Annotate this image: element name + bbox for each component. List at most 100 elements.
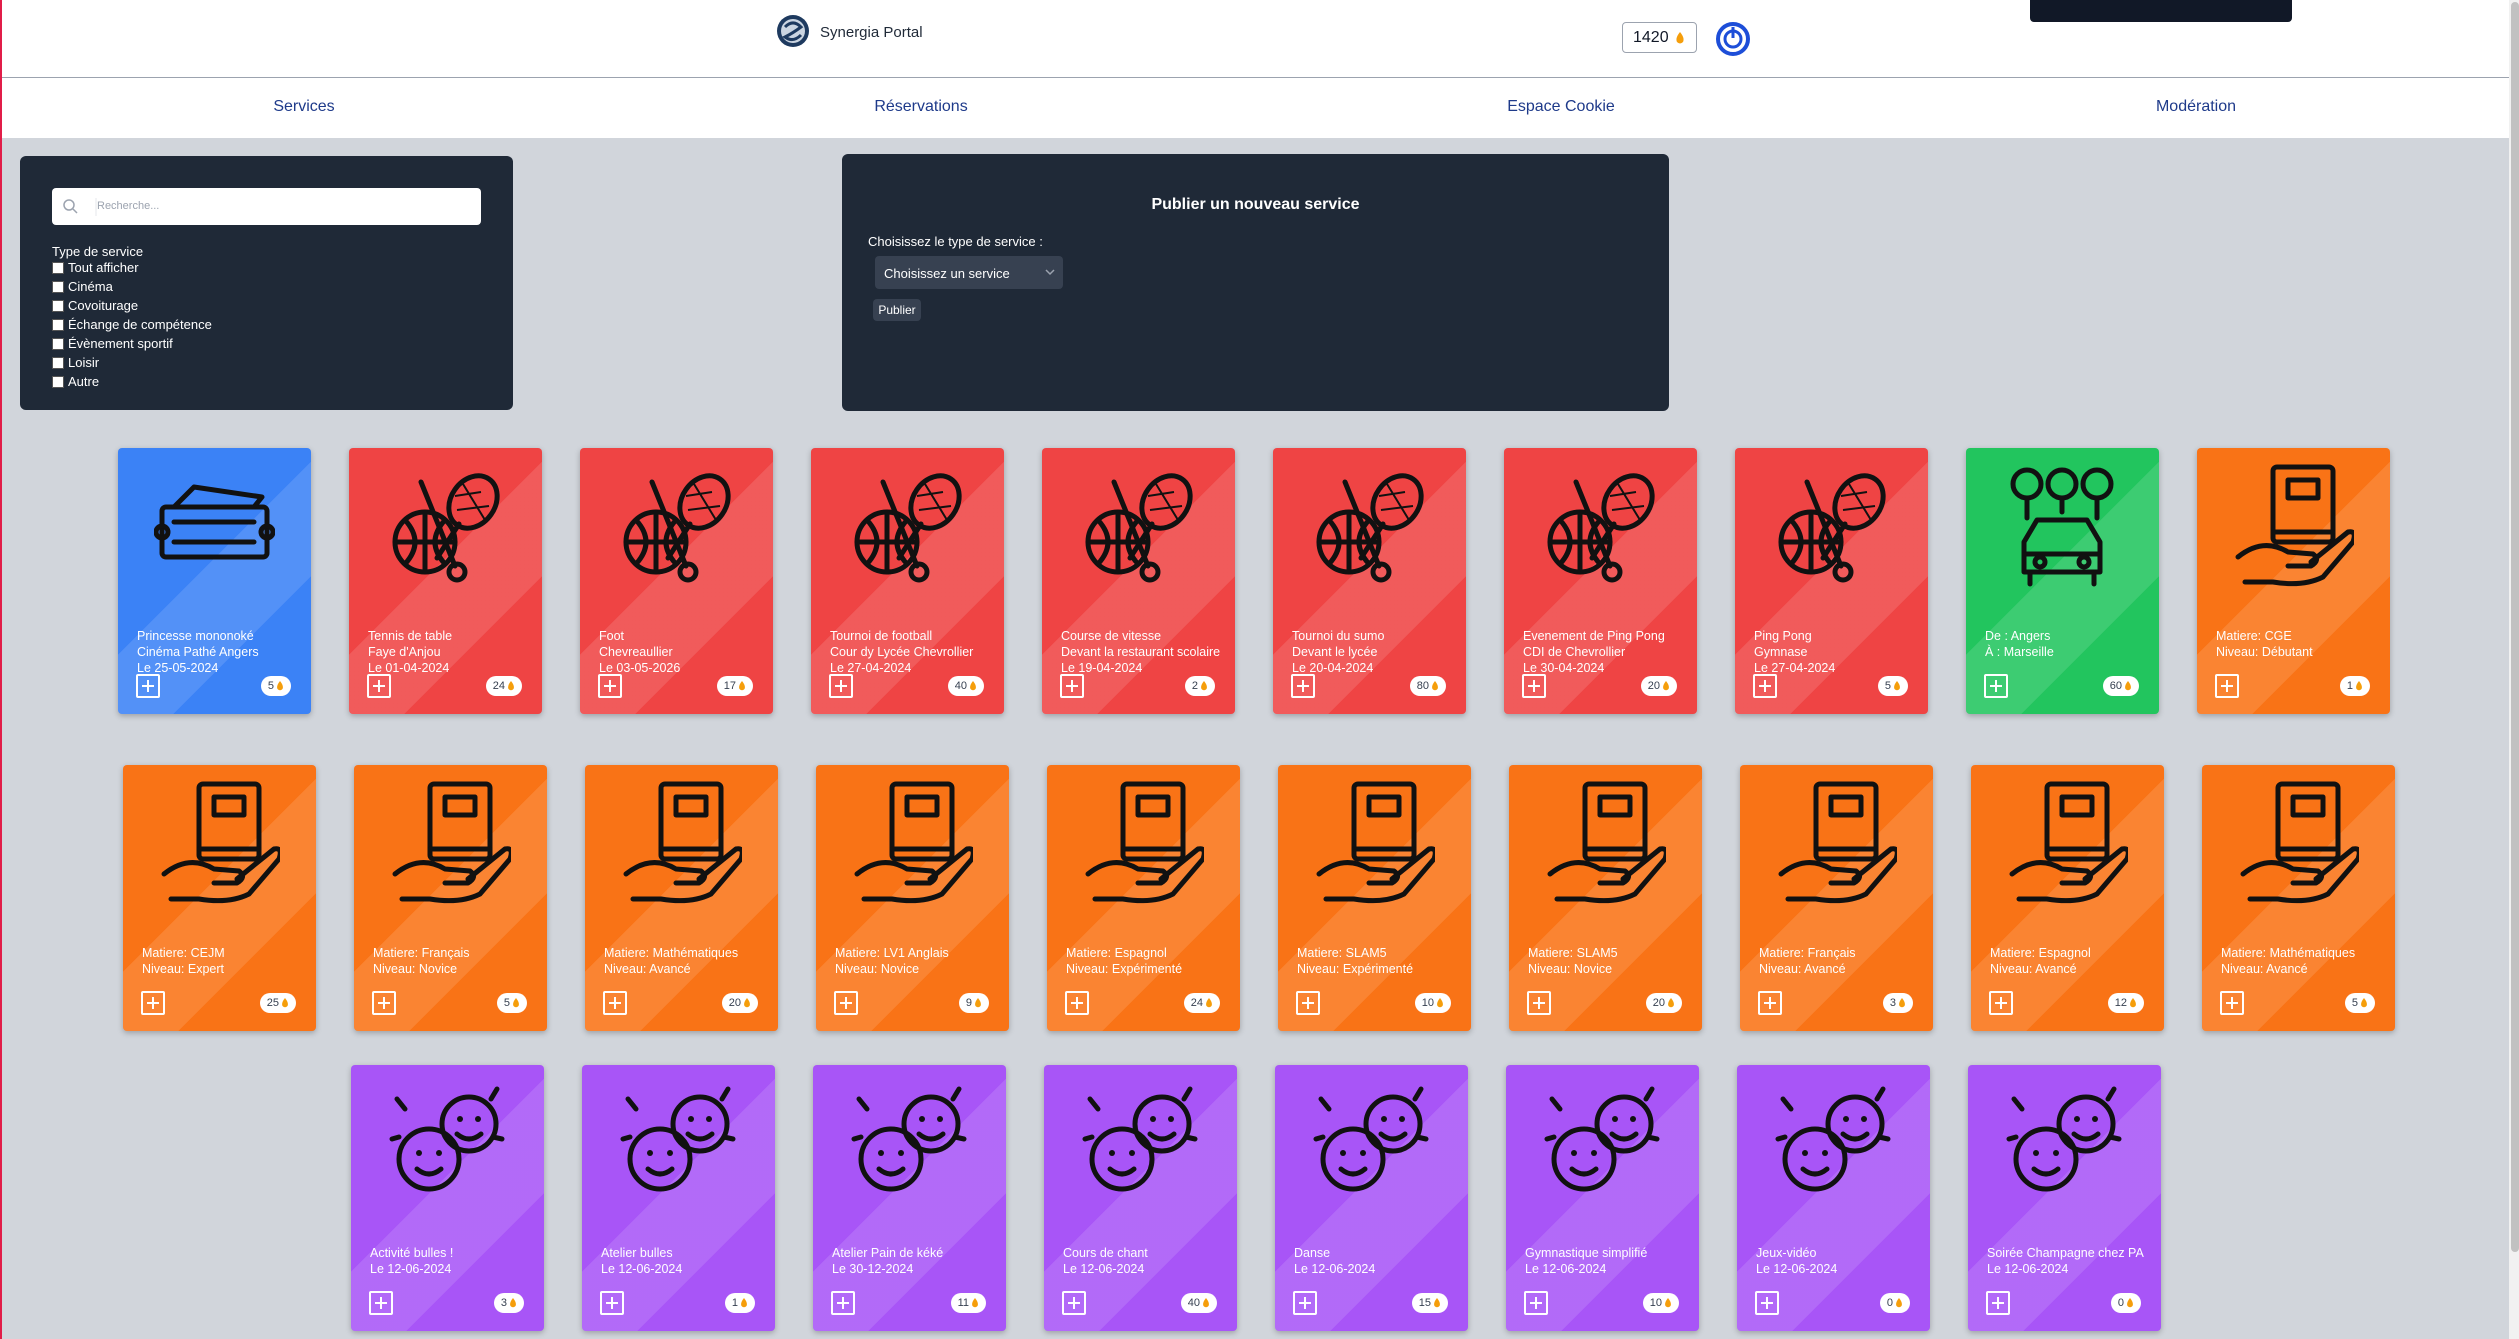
filter-option[interactable]: Covoiturage: [52, 298, 138, 313]
service-card[interactable]: Matiere: CEJM Niveau: Expert 25: [123, 765, 316, 1031]
checkbox[interactable]: [52, 337, 64, 350]
price-badge: 5: [260, 676, 291, 696]
add-button[interactable]: [1986, 1291, 2010, 1315]
filter-option[interactable]: Loisir: [52, 355, 99, 370]
add-button[interactable]: [372, 991, 396, 1015]
card-icon: [392, 781, 511, 904]
service-select[interactable]: Choisissez un service: [875, 256, 1063, 289]
checkbox[interactable]: [52, 299, 64, 312]
add-button[interactable]: [1753, 674, 1777, 698]
add-button[interactable]: [367, 674, 391, 698]
add-button[interactable]: [1062, 1291, 1086, 1315]
price: 10: [1649, 1297, 1662, 1309]
card-text: Jeux-vidéo: [1756, 1246, 1817, 1260]
checkbox[interactable]: [52, 318, 64, 331]
service-card[interactable]: Matiere: Espagnol Niveau: Avancé 12: [1971, 765, 2164, 1031]
cookie-icon: [2127, 1298, 2133, 1308]
nav-link[interactable]: Services: [273, 98, 335, 115]
checkbox[interactable]: [52, 261, 64, 274]
card-icon: [1778, 781, 1897, 904]
add-button[interactable]: [1296, 991, 1320, 1015]
card-shade: [123, 765, 316, 1031]
add-button[interactable]: [1527, 991, 1551, 1015]
service-card[interactable]: Ping Pong Gymnase Le 27-04-2024 5: [1735, 448, 1928, 714]
nav-link[interactable]: Espace Cookie: [1507, 98, 1615, 115]
card-shade: [1504, 448, 1697, 714]
service-card[interactable]: Princesse mononoké Cinéma Pathé Angers Le …: [118, 448, 311, 714]
service-card[interactable]: Evenement de Ping Pong CDI de Chevrollier…: [1504, 448, 1697, 714]
service-card[interactable]: Gymnastique simplifié Le 12-06-2024 10: [1506, 1065, 1699, 1331]
service-card[interactable]: Matiere: Mathématiques Niveau: Avancé 5: [2202, 765, 2395, 1031]
add-button[interactable]: [1065, 991, 1089, 1015]
checkbox[interactable]: [52, 280, 64, 293]
add-button[interactable]: [2215, 674, 2239, 698]
price-badge: 24: [485, 676, 522, 696]
service-card[interactable]: Cours de chant Le 12-06-2024 40: [1044, 1065, 1237, 1331]
service-card[interactable]: Matiere: LV1 Anglais Niveau: Novice 9: [816, 765, 1009, 1031]
service-card[interactable]: Atelier bulles Le 12-06-2024 1: [582, 1065, 775, 1331]
card-shade: [2197, 448, 2390, 714]
nav-link[interactable]: Modération: [2155, 98, 2237, 115]
service-card[interactable]: Danse Le 12-06-2024 15: [1275, 1065, 1468, 1331]
cookie-icon: [1203, 1298, 1209, 1308]
service-card[interactable]: Foot Chevreaullier Le 03-05-2026 17: [580, 448, 773, 714]
price: 0: [2117, 1297, 2124, 1309]
nav-link[interactable]: Réservations: [874, 98, 968, 115]
filter-option[interactable]: Autre: [52, 374, 99, 389]
service-card[interactable]: Matiere: Français Niveau: Avancé 3: [1740, 765, 1933, 1031]
checkbox[interactable]: [52, 375, 64, 388]
service-card[interactable]: Matiere: Espagnol Niveau: Expérimenté 24: [1047, 765, 1240, 1031]
add-button[interactable]: [1291, 674, 1315, 698]
service-card[interactable]: Matiere: Mathématiques Niveau: Avancé 20: [585, 765, 778, 1031]
service-card[interactable]: Matiere: Français Niveau: Novice 5: [354, 765, 547, 1031]
add-button[interactable]: [1524, 1291, 1548, 1315]
add-button[interactable]: [1755, 1291, 1779, 1315]
filter-option[interactable]: Échange de compétence: [52, 317, 212, 332]
service-card[interactable]: Atelier Pain de kéké Le 30-12-2024 11: [813, 1065, 1006, 1331]
filter-option[interactable]: Évènement sportif: [52, 336, 173, 351]
card-text: Tennis de table: [368, 629, 453, 643]
service-card[interactable]: Activité bulles ! Le 12-06-2024 3: [351, 1065, 544, 1331]
add-button[interactable]: [136, 674, 160, 698]
add-button[interactable]: [369, 1291, 393, 1315]
filter-option[interactable]: Tout afficher: [52, 260, 139, 275]
add-button[interactable]: [1522, 674, 1546, 698]
filter-option[interactable]: Cinéma: [52, 279, 113, 294]
service-card[interactable]: Matiere: CGE Niveau: Débutant 1: [2197, 448, 2390, 714]
service-card[interactable]: Tournoi du sumo Devant le lycée Le 20-04-2…: [1273, 448, 1466, 714]
add-button[interactable]: [1984, 674, 2008, 698]
add-button[interactable]: [141, 991, 165, 1015]
add-button[interactable]: [831, 1291, 855, 1315]
checkbox[interactable]: [52, 356, 64, 369]
card-text: Le 27-04-2024: [830, 661, 912, 675]
add-button[interactable]: [603, 991, 627, 1015]
service-card[interactable]: Jeux-vidéo Le 12-06-2024 0: [1737, 1065, 1930, 1331]
card-text: Cinéma Pathé Angers: [137, 645, 259, 659]
service-card[interactable]: Soirée Champagne chez PA Le 12-06-2024 0: [1968, 1065, 2161, 1331]
add-button[interactable]: [829, 674, 853, 698]
cookie-icon: [1437, 998, 1443, 1008]
add-button[interactable]: [2220, 991, 2244, 1015]
add-button[interactable]: [1293, 1291, 1317, 1315]
add-button[interactable]: [1060, 674, 1084, 698]
service-card[interactable]: Course de vitesse Devant la restaurant sc…: [1042, 448, 1235, 714]
service-card[interactable]: Tournoi de football Cour dy Lycée Chevrol…: [811, 448, 1004, 714]
logout-button[interactable]: [1715, 21, 1751, 57]
card-icon: [1547, 473, 1655, 583]
search-input[interactable]: Recherche...: [52, 188, 481, 225]
add-button[interactable]: [598, 674, 622, 698]
add-button[interactable]: [1989, 991, 2013, 1015]
service-card[interactable]: Matiere: SLAM5 Niveau: Expérimenté 10: [1278, 765, 1471, 1031]
service-card[interactable]: De : Angers À : Marseille 60: [1966, 448, 2159, 714]
publish-button[interactable]: Publier: [873, 299, 921, 321]
add-button[interactable]: [834, 991, 858, 1015]
add-button[interactable]: [1758, 991, 1782, 1015]
price-badge: 9: [958, 993, 989, 1013]
service-card[interactable]: Matiere: SLAM5 Niveau: Novice 20: [1509, 765, 1702, 1031]
price: 9: [965, 997, 972, 1009]
card-text: CDI de Chevrollier: [1523, 645, 1626, 659]
service-card[interactable]: Tennis de table Faye d'Anjou Le 01-04-2024…: [349, 448, 542, 714]
add-button[interactable]: [600, 1291, 624, 1315]
price-badge: 3: [1882, 993, 1913, 1013]
